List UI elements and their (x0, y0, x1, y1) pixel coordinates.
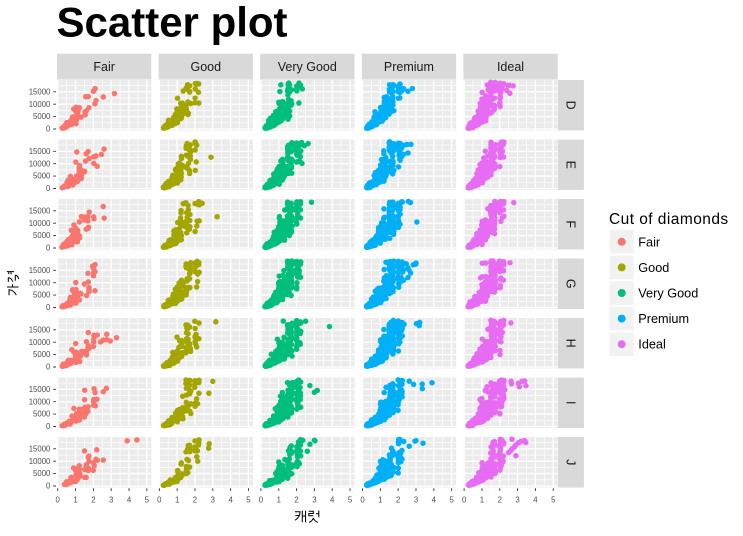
svg-text:15000: 15000 (29, 266, 51, 275)
svg-text:Very Good: Very Good (278, 60, 337, 74)
svg-text:5000: 5000 (33, 172, 51, 181)
svg-text:Ideal: Ideal (497, 60, 524, 74)
svg-text:1: 1 (73, 495, 77, 504)
svg-text:Premium: Premium (384, 60, 434, 74)
svg-text:0: 0 (46, 422, 51, 431)
svg-text:D: D (564, 101, 578, 110)
svg-text:0: 0 (46, 303, 51, 312)
svg-text:2: 2 (91, 495, 95, 504)
svg-text:G: G (564, 279, 578, 289)
svg-text:10000: 10000 (29, 278, 51, 287)
svg-text:H: H (564, 339, 578, 348)
svg-text:2: 2 (396, 495, 400, 504)
svg-text:10000: 10000 (29, 219, 51, 228)
svg-text:F: F (564, 220, 578, 228)
svg-text:10000: 10000 (29, 159, 51, 168)
svg-text:5000: 5000 (33, 231, 51, 240)
svg-text:2: 2 (498, 495, 502, 504)
svg-text:5000: 5000 (33, 291, 51, 300)
svg-text:4: 4 (330, 495, 335, 504)
svg-text:5000: 5000 (33, 112, 51, 121)
svg-text:0: 0 (360, 495, 365, 504)
svg-text:0: 0 (259, 495, 264, 504)
svg-text:Cut of diamonds: Cut of diamonds (609, 211, 729, 228)
svg-text:0: 0 (46, 244, 51, 253)
svg-text:J: J (564, 459, 578, 465)
svg-text:0: 0 (46, 482, 51, 491)
svg-text:Scatter plot: Scatter plot (57, 0, 288, 46)
svg-text:10000: 10000 (29, 397, 51, 406)
svg-text:5: 5 (348, 495, 353, 504)
svg-text:5: 5 (145, 495, 150, 504)
svg-text:Premium: Premium (638, 312, 689, 326)
svg-text:5: 5 (246, 495, 251, 504)
svg-text:4: 4 (127, 495, 132, 504)
svg-text:3: 3 (211, 495, 215, 504)
svg-text:Very Good: Very Good (638, 287, 698, 301)
svg-text:10000: 10000 (29, 457, 51, 466)
svg-text:2: 2 (193, 495, 197, 504)
svg-text:0: 0 (157, 495, 162, 504)
svg-text:4: 4 (533, 495, 538, 504)
svg-text:1: 1 (378, 495, 382, 504)
svg-text:Fair: Fair (93, 60, 115, 74)
svg-text:15000: 15000 (29, 87, 51, 96)
svg-text:E: E (564, 161, 578, 169)
svg-text:3: 3 (414, 495, 418, 504)
svg-text:15000: 15000 (29, 147, 51, 156)
svg-text:4: 4 (432, 495, 437, 504)
svg-text:15000: 15000 (29, 385, 51, 394)
svg-text:0: 0 (46, 184, 51, 193)
svg-text:5000: 5000 (33, 410, 51, 419)
svg-text:Ideal: Ideal (638, 338, 666, 352)
svg-text:1: 1 (480, 495, 484, 504)
svg-text:I: I (564, 401, 578, 404)
svg-text:Fair: Fair (638, 235, 661, 249)
svg-text:15000: 15000 (29, 206, 51, 215)
svg-text:1: 1 (175, 495, 179, 504)
svg-text:5000: 5000 (33, 469, 51, 478)
svg-text:4: 4 (228, 495, 233, 504)
svg-text:Good: Good (191, 60, 222, 74)
svg-text:0: 0 (46, 363, 51, 372)
svg-text:15000: 15000 (29, 325, 51, 334)
svg-text:2: 2 (294, 495, 298, 504)
svg-text:3: 3 (312, 495, 316, 504)
svg-text:Good: Good (638, 261, 669, 275)
svg-text:3: 3 (515, 495, 519, 504)
svg-text:0: 0 (462, 495, 467, 504)
svg-text:5000: 5000 (33, 350, 51, 359)
svg-text:5: 5 (449, 495, 454, 504)
svg-text:0: 0 (56, 495, 61, 504)
svg-text:10000: 10000 (29, 338, 51, 347)
svg-text:5: 5 (551, 495, 556, 504)
svg-text:10000: 10000 (29, 100, 51, 109)
svg-text:1: 1 (277, 495, 281, 504)
svg-text:3: 3 (109, 495, 113, 504)
svg-text:0: 0 (46, 125, 51, 134)
svg-text:15000: 15000 (29, 444, 51, 453)
